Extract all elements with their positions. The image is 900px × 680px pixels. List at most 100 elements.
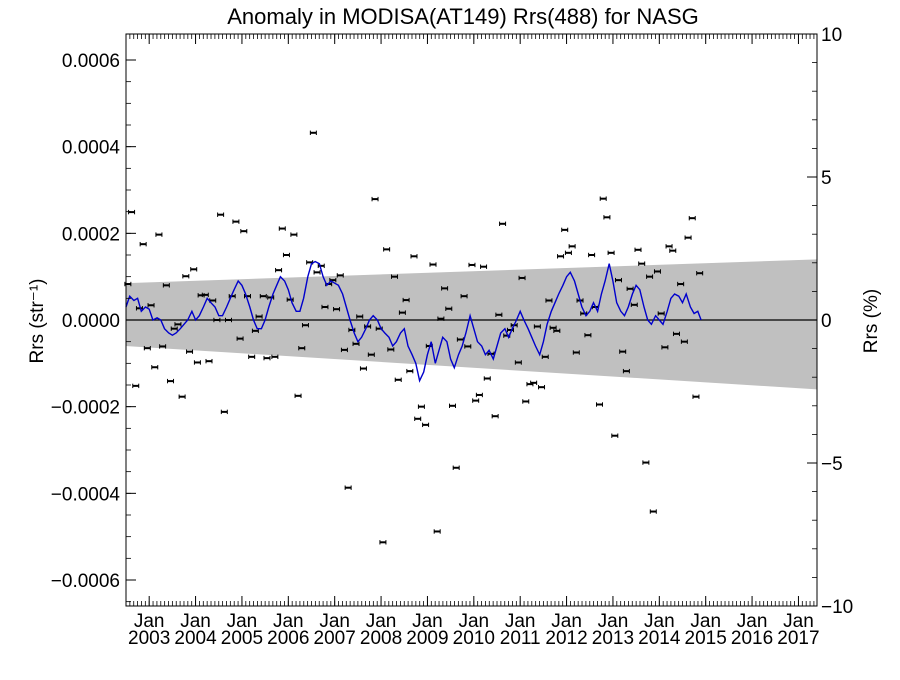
data-point — [367, 352, 375, 357]
data-point — [483, 376, 491, 381]
y-tick-label-right: −5 — [821, 454, 843, 475]
data-point — [217, 212, 225, 217]
data-point — [182, 274, 190, 279]
data-point — [298, 345, 306, 351]
data-point — [584, 332, 592, 338]
data-point — [599, 196, 607, 201]
x-tick-label-year: 2017 — [777, 628, 819, 649]
data-point — [132, 383, 140, 389]
data-point — [178, 394, 186, 399]
data-point — [224, 317, 232, 323]
data-point — [607, 250, 615, 256]
data-point — [564, 250, 572, 256]
data-point — [588, 252, 596, 258]
data-point — [398, 310, 406, 315]
x-tick-label-year: 2006 — [267, 628, 309, 649]
y-tick-label-left: −0.0004 — [51, 484, 121, 505]
x-tick-label-month: Jan — [644, 611, 675, 632]
y-tick-label-right: −10 — [821, 597, 853, 618]
data-point — [533, 324, 541, 329]
data-point — [240, 228, 248, 234]
data-point — [228, 293, 236, 299]
data-point — [638, 261, 646, 266]
data-point — [611, 433, 619, 438]
x-tick-label-month: Jan — [319, 611, 350, 632]
y-tick-label-right: 0 — [821, 311, 832, 332]
data-point — [417, 404, 425, 409]
data-point — [696, 271, 704, 276]
y-tick-label-left: 0.0006 — [62, 51, 120, 72]
data-point — [213, 317, 221, 323]
data-point — [429, 262, 437, 267]
data-point — [460, 293, 468, 299]
data-point — [665, 244, 673, 249]
data-point — [162, 283, 170, 288]
data-point — [379, 540, 387, 545]
data-point — [677, 281, 685, 287]
data-point — [282, 252, 290, 258]
x-tick-label-year: 2014 — [638, 628, 681, 649]
data-point — [155, 232, 163, 237]
data-point — [692, 394, 700, 399]
data-point — [622, 368, 630, 374]
data-point — [499, 221, 507, 226]
y-axis-label-left: Rrs (str⁻¹) — [27, 279, 48, 364]
data-point — [572, 350, 580, 355]
data-point — [170, 326, 178, 331]
x-tick-label-month: Jan — [412, 611, 443, 632]
y-tick-label-left: 0.0004 — [62, 138, 121, 159]
data-point — [468, 262, 476, 268]
data-point — [649, 509, 657, 514]
y-tick-label-right: 10 — [821, 25, 842, 46]
x-tick-label-year: 2005 — [221, 628, 263, 649]
data-point — [317, 263, 325, 269]
data-point — [615, 277, 623, 283]
data-point — [271, 354, 279, 360]
data-point — [518, 275, 526, 281]
data-point — [634, 247, 642, 252]
data-point — [541, 354, 549, 360]
data-point — [128, 209, 136, 215]
data-point — [321, 304, 329, 310]
data-point — [630, 302, 638, 308]
data-point — [275, 267, 283, 273]
data-point — [402, 297, 410, 303]
data-point — [445, 306, 453, 311]
x-tick-label-year: 2007 — [314, 628, 356, 649]
data-point — [538, 384, 546, 390]
data-point — [530, 380, 538, 386]
data-point — [688, 215, 696, 221]
data-point — [159, 344, 167, 349]
data-point — [422, 422, 430, 428]
data-point — [433, 529, 441, 534]
data-point — [313, 270, 321, 275]
data-point — [190, 267, 198, 272]
data-point — [371, 196, 379, 202]
data-point — [514, 360, 522, 365]
x-tick-label-month: Jan — [273, 611, 304, 632]
x-tick-label-month: Jan — [505, 611, 536, 632]
data-point — [139, 241, 147, 247]
data-point — [491, 414, 499, 419]
data-point — [657, 311, 665, 316]
data-point — [352, 341, 360, 347]
data-point — [452, 465, 460, 470]
data-point — [669, 248, 677, 253]
data-point — [653, 269, 661, 274]
data-point — [286, 297, 294, 302]
data-point — [441, 286, 449, 291]
x-tick-label-year: 2015 — [685, 628, 727, 649]
data-point — [220, 409, 228, 415]
data-point — [557, 254, 565, 259]
data-point — [549, 325, 557, 330]
data-point — [143, 345, 151, 351]
smoothed-anomaly-line — [125, 260, 702, 383]
data-point — [619, 349, 627, 354]
data-point — [448, 403, 456, 408]
y-tick-label-left: 0.0000 — [62, 311, 120, 332]
data-point — [642, 460, 650, 465]
data-point — [437, 316, 445, 321]
data-point — [259, 293, 267, 299]
data-point — [174, 322, 182, 327]
